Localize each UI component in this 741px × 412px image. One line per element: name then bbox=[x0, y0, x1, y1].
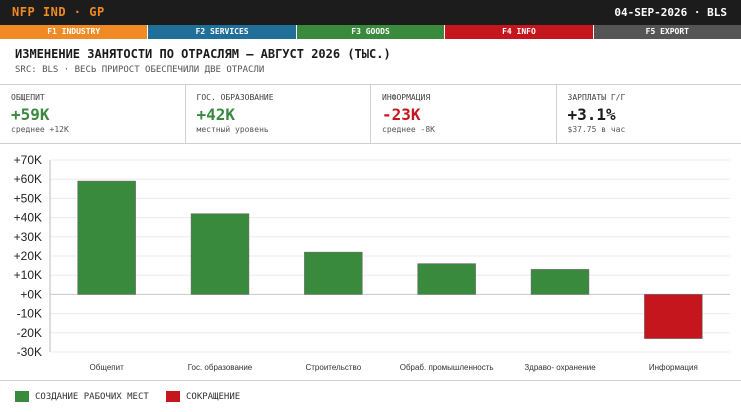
y-tick-label: +50K bbox=[14, 191, 42, 205]
legend-item-gain: СОЗДАНИЕ РАБОЧИХ МЕСТ bbox=[15, 391, 149, 402]
kpi-card: ИНФОРМАЦИЯ -23K среднее -8K bbox=[371, 85, 557, 143]
bar bbox=[304, 252, 362, 294]
bar bbox=[418, 264, 476, 295]
kpi-card: ОБЩЕПИТ +59K среднее +12K bbox=[0, 85, 186, 143]
y-tick-label: +20K bbox=[14, 249, 42, 263]
fkey-export[interactable]: F5 EXPORT bbox=[594, 25, 741, 39]
x-tick-label: Информация bbox=[649, 363, 698, 372]
kpi-card: ГОС. ОБРАЗОВАНИЕ +42K местный уровень bbox=[186, 85, 372, 143]
y-tick-label: +30K bbox=[14, 230, 42, 244]
x-tick-label: Здраво- охранение bbox=[524, 363, 596, 372]
y-tick-label: +70K bbox=[14, 153, 42, 167]
y-tick-label: +40K bbox=[14, 211, 42, 225]
kpi-label: ИНФОРМАЦИЯ bbox=[382, 93, 430, 102]
kpi-card: ЗАРПЛАТЫ Г/Г +3.1% $37.75 в час bbox=[557, 85, 741, 143]
kpi-value: +3.1% bbox=[568, 105, 616, 124]
kpi-value: -23K bbox=[382, 105, 421, 124]
y-tick-label: +10K bbox=[14, 268, 42, 282]
legend-swatch bbox=[15, 391, 29, 402]
bar bbox=[531, 269, 589, 294]
ticker-label: NFP IND · GP bbox=[12, 5, 105, 19]
kpi-subtext: местный уровень bbox=[197, 125, 269, 134]
kpi-label: ОБЩЕПИТ bbox=[11, 93, 45, 102]
chart-subtitle: SRC: BLS · ВЕСЬ ПРИРОСТ ОБЕСПЕЧИЛИ ДВЕ О… bbox=[15, 65, 264, 75]
y-tick-label: -10K bbox=[17, 307, 42, 321]
x-tick-label: Строительство bbox=[305, 363, 361, 372]
legend-swatch bbox=[166, 391, 180, 402]
fkey-goods[interactable]: F3 GOODS bbox=[297, 25, 445, 39]
bar bbox=[78, 181, 136, 294]
bar bbox=[644, 294, 702, 338]
bar-chart: -30K -20K -10K +0K +10K +20K +30K +40K +50K +60K +… bbox=[0, 144, 741, 377]
fkey-info[interactable]: F4 INFO bbox=[445, 25, 593, 39]
fkey-industry[interactable]: F1 INDUSTRY bbox=[0, 25, 148, 39]
kpi-label: ГОС. ОБРАЗОВАНИЕ bbox=[197, 93, 274, 102]
chart-header: ИЗМЕНЕНИЕ ЗАНЯТОСТИ ПО ОТРАСЛЯМ — АВГУСТ… bbox=[0, 40, 741, 85]
bar bbox=[191, 214, 249, 295]
terminal-topbar: NFP IND · GP 04-SEP-2026 · BLS bbox=[0, 0, 741, 25]
x-tick-label: Общепит bbox=[90, 363, 125, 372]
x-tick-label: Обраб. промышленность bbox=[400, 363, 494, 372]
kpi-subtext: $37.75 в час bbox=[568, 125, 626, 134]
function-key-bar: F1 INDUSTRY F2 SERVICES F3 GOODS F4 INFO… bbox=[0, 25, 741, 39]
x-tick-label: Гос. образование bbox=[188, 363, 253, 372]
kpi-subtext: среднее +12K bbox=[11, 125, 69, 134]
kpi-strip: ОБЩЕПИТ +59K среднее +12K ГОС. ОБРАЗОВАН… bbox=[0, 85, 741, 144]
chart-svg: -30K -20K -10K +0K +10K +20K +30K +40K +50K +60K +… bbox=[0, 144, 741, 377]
kpi-value: +59K bbox=[11, 105, 50, 124]
chart-title: ИЗМЕНЕНИЕ ЗАНЯТОСТИ ПО ОТРАСЛЯМ — АВГУСТ… bbox=[15, 47, 391, 61]
y-tick-label: -30K bbox=[17, 345, 42, 359]
chart-legend: СОЗДАНИЕ РАБОЧИХ МЕСТ СОКРАЩЕНИЕ bbox=[0, 380, 741, 412]
y-tick-label: +0K bbox=[20, 287, 42, 301]
kpi-subtext: среднее -8K bbox=[382, 125, 435, 134]
y-tick-label: -20K bbox=[17, 326, 42, 340]
legend-label: СОКРАЩЕНИЕ bbox=[186, 392, 240, 402]
y-tick-label: +60K bbox=[14, 172, 42, 186]
kpi-value: +42K bbox=[197, 105, 236, 124]
fkey-services[interactable]: F2 SERVICES bbox=[148, 25, 296, 39]
date-source-label: 04-SEP-2026 · BLS bbox=[614, 6, 727, 19]
legend-label: СОЗДАНИЕ РАБОЧИХ МЕСТ bbox=[35, 392, 149, 402]
legend-item-loss: СОКРАЩЕНИЕ bbox=[166, 391, 240, 402]
kpi-label: ЗАРПЛАТЫ Г/Г bbox=[568, 93, 626, 102]
